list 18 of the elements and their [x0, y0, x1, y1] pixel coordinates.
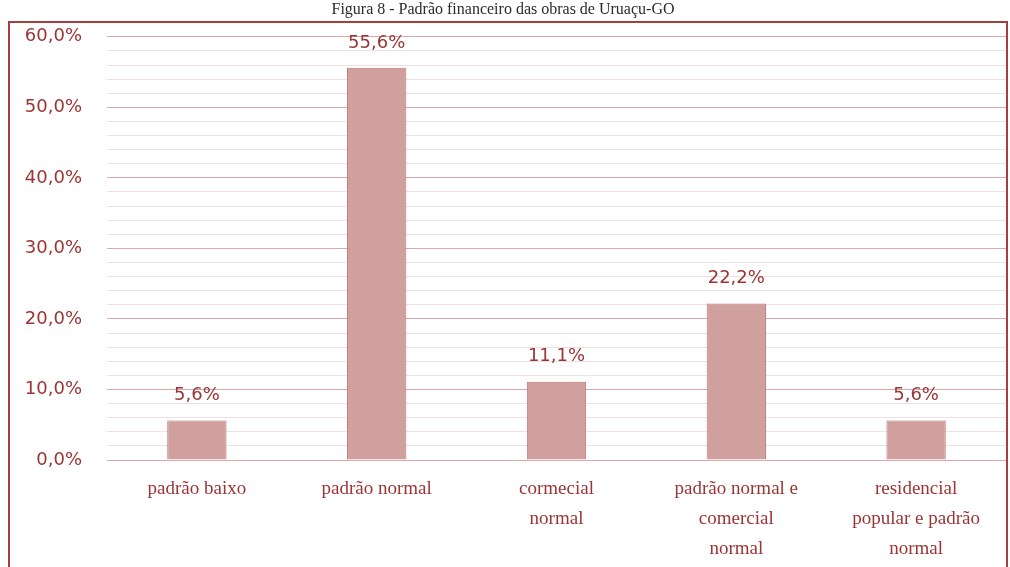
y-tick-label: 40,0%: [24, 165, 82, 187]
data-label: 5,6%: [893, 383, 939, 405]
x-tick-label: residencial popular e padrão normal: [852, 476, 980, 559]
data-label: 11,1%: [527, 344, 586, 366]
chart-title: Figura 8 - Padrão financeiro das obras de Uruaçu-GO: [331, 0, 675, 18]
y-tick-label: 0,0%: [36, 447, 82, 469]
y-tick-label: 60,0%: [24, 24, 82, 46]
x-tick-label: cormecial normal: [519, 476, 594, 529]
y-tick-label: 50,0%: [24, 95, 82, 117]
x-tick-label: padrão normal: [321, 476, 432, 498]
x-tick-label: padrão normal e comercial normal: [674, 476, 799, 559]
y-tick-label: 20,0%: [24, 306, 82, 328]
data-label: 5,6%: [174, 383, 220, 405]
y-tick-label: 10,0%: [24, 377, 82, 399]
x-tick-label: padrão baixo: [147, 476, 247, 498]
data-label: 55,6%: [348, 30, 406, 52]
data-label: 22,2%: [707, 266, 765, 288]
y-tick-label: 30,0%: [24, 236, 82, 258]
